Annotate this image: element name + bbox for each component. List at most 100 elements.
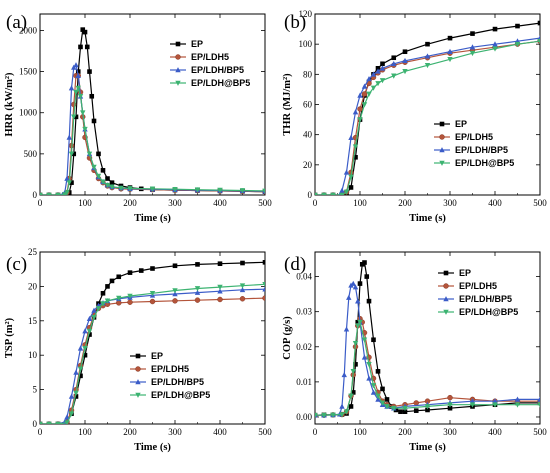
data-point	[391, 405, 397, 412]
data-point	[348, 174, 354, 180]
series-line	[315, 261, 540, 416]
data-point	[77, 366, 84, 372]
data-point	[514, 402, 521, 408]
data-point	[109, 184, 115, 190]
data-point	[82, 29, 88, 35]
y-tick-label: 10	[28, 350, 38, 360]
data-point	[64, 175, 70, 181]
data-point	[64, 190, 70, 195]
data-point	[384, 404, 390, 410]
data-point	[379, 78, 386, 84]
x-axis-label: Time (s)	[134, 442, 171, 453]
data-point	[239, 188, 246, 194]
data-point	[366, 91, 372, 97]
y-tick-label: 120	[299, 9, 313, 19]
x-tick-label: 100	[78, 198, 92, 208]
data-point	[172, 291, 178, 297]
y-tick-label: 500	[24, 149, 38, 159]
panel-b: (b) 0 100 200 300 400 500 0 20 40 60 80 100 120 Time (…	[282, 9, 547, 224]
data-point	[240, 260, 245, 266]
data-point	[370, 389, 377, 395]
data-point	[384, 397, 390, 402]
data-point	[149, 298, 156, 305]
data-point	[87, 332, 92, 337]
series-EP/LDH@BP5	[40, 282, 265, 424]
data-point	[330, 192, 336, 195]
data-point	[375, 66, 381, 71]
data-point	[40, 421, 43, 424]
data-point	[262, 260, 265, 265]
x-tick-label: 400	[488, 427, 502, 437]
data-point	[361, 83, 368, 89]
data-point	[84, 44, 90, 50]
data-point	[357, 92, 363, 98]
data-point	[380, 386, 385, 392]
y-tick-label: 0.02	[296, 342, 312, 352]
x-tick-label: 500	[533, 198, 547, 208]
data-point	[68, 411, 75, 417]
data-point	[73, 369, 79, 375]
data-point	[217, 288, 223, 294]
legend-marker	[135, 392, 141, 398]
data-point	[425, 41, 430, 47]
y-tick-label: 0.01	[296, 377, 312, 387]
data-point	[514, 41, 521, 48]
legend-marker	[443, 270, 449, 276]
data-point	[239, 286, 246, 293]
data-point	[357, 281, 363, 286]
y-tick-label: 20	[28, 281, 38, 291]
y-tick-label: 5	[33, 385, 38, 395]
data-point	[348, 404, 354, 409]
legend-marker	[135, 366, 141, 372]
x-axis-label: Time (s)	[134, 213, 171, 224]
x-tick-label: 300	[168, 198, 182, 208]
legend-marker	[135, 379, 141, 385]
series-EP	[40, 260, 265, 424]
data-point	[91, 307, 97, 313]
data-point	[100, 179, 106, 185]
data-point	[82, 346, 88, 352]
data-point	[150, 266, 155, 271]
legend-label: EP	[151, 351, 163, 361]
panel-c: (c) 0 100 200 300 400 500 0 5 10 15 20 25 Time (s) TSP…	[4, 247, 272, 453]
data-point	[315, 192, 318, 195]
data-point	[68, 85, 75, 91]
data-point	[73, 114, 79, 120]
data-point	[217, 261, 223, 266]
data-point	[343, 189, 350, 195]
data-point	[172, 186, 178, 193]
data-point	[375, 68, 381, 74]
series-line	[40, 288, 265, 424]
data-point	[75, 72, 81, 79]
data-point	[469, 50, 476, 57]
data-point	[350, 390, 356, 395]
series-EP/LDH5	[40, 295, 265, 424]
legend-label: EP/LDH@BP5	[455, 158, 514, 168]
data-point	[353, 154, 358, 160]
data-point	[195, 262, 200, 267]
data-point	[425, 407, 430, 413]
data-point	[91, 118, 97, 124]
data-point	[469, 44, 476, 50]
data-point	[194, 286, 201, 292]
data-point	[89, 93, 95, 99]
data-point	[341, 371, 347, 378]
data-point	[361, 102, 368, 108]
data-point	[127, 293, 133, 299]
legend-label: EP/LDH5	[191, 52, 229, 62]
data-point	[492, 46, 498, 52]
data-point	[379, 400, 386, 406]
panel-letter: (d)	[284, 254, 306, 275]
series-EP/LDH@BP5	[315, 38, 540, 195]
x-tick-label: 400	[213, 198, 227, 208]
data-point	[73, 394, 79, 399]
y-tick-label: 2000	[19, 25, 38, 35]
data-point	[379, 65, 386, 71]
data-point	[375, 396, 381, 402]
data-point	[86, 315, 93, 322]
legend-label: EP/LDH/BP5	[455, 145, 508, 155]
data-point	[330, 412, 336, 418]
legend: EP EP/LDH5 EP/LDH/BP5 EP/LDH@BP5	[438, 268, 518, 317]
data-point	[352, 284, 359, 290]
panel-letter: (a)	[6, 12, 27, 33]
